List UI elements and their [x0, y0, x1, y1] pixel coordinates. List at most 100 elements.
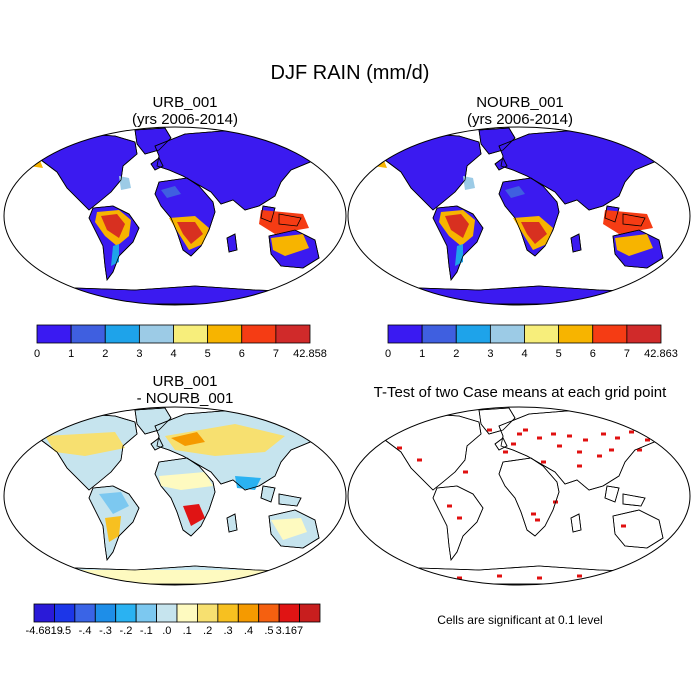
map-nourb-coast-greenland: [478, 127, 516, 155]
map-ttest-sig-cell-6: [629, 430, 634, 434]
colorbar-nourb-swatch-7: [626, 324, 662, 344]
map-ttest-sig-cell-7: [645, 438, 650, 442]
colorbar-diff-swatch-3: [94, 603, 117, 623]
colorbar-diff-label-1: -.5: [58, 625, 71, 637]
map-urb-coast-australia: [268, 229, 320, 269]
map-urb-antarctica: [14, 285, 336, 305]
map-diff-diff-region-4: [183, 504, 205, 526]
colorbar-diff-label-6: .0: [162, 625, 171, 637]
map-ttest-sig-cell-19: [397, 446, 402, 450]
panel-title-diff-line1: URB_001: [152, 373, 218, 390]
colorbar-diff-label-2: -.4: [79, 625, 92, 637]
map-ttest-sig-cell-11: [503, 450, 508, 454]
colorbar-urb-label-6: 6: [239, 348, 245, 360]
colorbar-diff-swatch-2: [74, 603, 96, 623]
map-urb-precip-region-6: [119, 176, 131, 190]
map-ttest-sig-cell-0: [537, 436, 542, 440]
colorbar-urb-label-1: 1: [68, 348, 74, 360]
map-nourb-border: [347, 126, 691, 306]
map-nourb-coast-australia: [612, 229, 664, 269]
map-nourb-coast-island-1: [604, 205, 620, 223]
panel-title-nourb: NOURB_001 (yrs 2006-2014): [355, 94, 685, 128]
colorbar-nourb-label-8: 42.863: [644, 348, 678, 360]
colorbar-diff-label-9: .3: [223, 625, 232, 637]
colorbar-diff-label-10: .4: [244, 625, 253, 637]
map-urb-coast-island-0: [150, 157, 164, 171]
colorbar-diff-swatch-13: [299, 603, 321, 623]
colorbar-nourb-swatch-3: [489, 324, 525, 344]
colorbar-urb-label-2: 2: [102, 348, 108, 360]
map-nourb-coast-island-0: [494, 157, 508, 171]
colorbar-urb-label-4: 4: [170, 348, 176, 360]
map-diff-coast-australia: [268, 509, 320, 549]
map-diff-diff-region-5: [99, 492, 129, 514]
map-urb-coast-island-1: [260, 205, 276, 223]
map-ttest-sig-cell-31: [487, 428, 492, 432]
map-diff-diff-region-6: [105, 516, 121, 542]
map-diff-coast-island-2: [278, 493, 302, 507]
map-diff-coast-island-0: [150, 437, 164, 451]
map-ttest-sig-cell-16: [535, 518, 540, 522]
panel-title-ttest-line1: T-Test of two Case means at each grid po…: [373, 384, 667, 401]
colorbar-nourb-swatch-2: [455, 324, 491, 344]
colorbar-diff-label-3: -.3: [99, 625, 112, 637]
map-ttest-sig-cell-2: [567, 434, 572, 438]
map-ttest-sig-cell-29: [517, 432, 522, 436]
map-ttest-sig-cell-15: [531, 512, 536, 516]
map-nourb-coast-island-2: [622, 213, 646, 227]
colorbar-diff-swatch-7: [176, 603, 198, 623]
colorbar-diff-swatch-0: [33, 603, 55, 623]
colorbar-urb-swatch-2: [104, 324, 140, 344]
colorbar-urb-label-3: 3: [136, 348, 142, 360]
map-nourb-precip-region-3: [521, 222, 547, 244]
map-ttest-sig-cell-33: [637, 448, 642, 452]
map-ttest-sig-cell-26: [577, 574, 582, 578]
map-ttest-sig-cell-12: [511, 442, 516, 446]
colorbar-urb-swatch-3: [138, 324, 174, 344]
colorbar-diff-swatch-10: [237, 603, 260, 623]
colorbar-nourb-swatch-6: [592, 324, 628, 344]
colorbar-nourb-swatch-5: [558, 324, 594, 344]
colorbar-nourb-label-3: 3: [487, 348, 493, 360]
map-ttest-sig-cell-30: [523, 428, 528, 432]
panel-title-nourb-line2: (yrs 2006-2014): [467, 111, 573, 128]
map-ttest-sig-cell-4: [601, 432, 606, 436]
map-ttest-sig-cell-32: [609, 448, 614, 452]
map-ttest-border: [347, 406, 691, 586]
colorbar-nourb-swatch-0: [387, 324, 423, 344]
map-nourb-precip-region-5: [615, 234, 653, 256]
colorbar-diff-swatch-6: [156, 603, 178, 623]
colorbar-diff-swatch-4: [115, 603, 137, 623]
map-ttest-sig-cell-21: [621, 524, 626, 528]
colorbar-diff-swatch-5: [135, 603, 157, 623]
colorbar-nourb-label-1: 1: [419, 348, 425, 360]
map-ttest-sig-cell-10: [597, 454, 602, 458]
map-diff-coast-island-3: [226, 513, 238, 533]
map-urb-border: [3, 126, 347, 306]
colorbar-diff-swatch-9: [217, 603, 239, 623]
map-diff-diff-region-3: [159, 472, 213, 490]
map-ttest-sig-cell-25: [537, 576, 542, 580]
map-diff-diff-region-1: [165, 424, 285, 456]
map-urb-precip-region-1: [101, 214, 125, 238]
map-diff-coast-samerica: [88, 485, 140, 562]
colorbar-diff-label-4: -.2: [120, 625, 133, 637]
map-urb-precip-region-9: [161, 186, 181, 198]
map-nourb-precip-region-6: [463, 176, 475, 190]
colorbar-nourb-label-2: 2: [453, 348, 459, 360]
map-diff-diff-region-7: [271, 518, 307, 540]
map-ttest-coast-island-2: [622, 493, 646, 507]
map-urb: [4, 127, 346, 305]
map-diff-coast-greenland: [134, 407, 172, 435]
map-nourb-field: [369, 156, 653, 266]
panel-title-diff-line2: - NOURB_001: [136, 390, 234, 407]
map-ttest-sig-cell-22: [417, 574, 422, 578]
map-ttest-sig-cell-5: [615, 436, 620, 440]
colorbar-diff-label-11: .5: [264, 625, 273, 637]
colorbar-urb-label-5: 5: [205, 348, 211, 360]
map-ttest-antarctica: [358, 565, 680, 585]
map-diff-border: [3, 406, 347, 586]
map-ttest-sig-cell-20: [417, 458, 422, 462]
panel-title-ttest: T-Test of two Case means at each grid po…: [355, 384, 685, 401]
map-ttest-sig-cell-24: [497, 574, 502, 578]
